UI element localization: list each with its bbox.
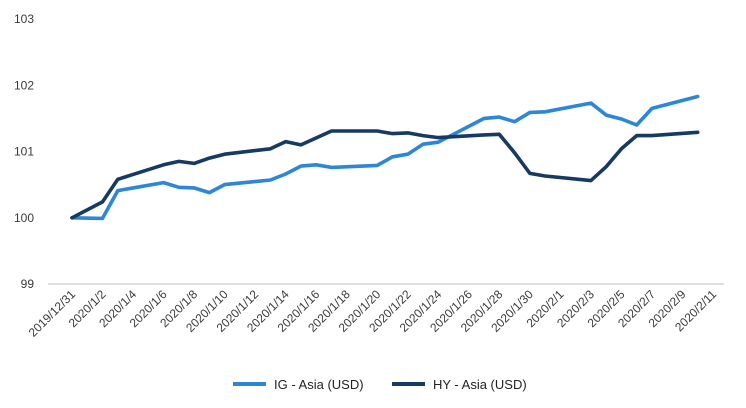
- y-tick-label: 100: [14, 211, 34, 225]
- legend-label: IG - Asia (USD): [274, 377, 364, 392]
- y-tick-label: 99: [21, 277, 35, 291]
- y-axis-ticks: 99 100 101 102 103: [14, 12, 34, 291]
- series-line-ig-asia: [70, 94, 700, 221]
- x-axis-ticks: 2019/12/312020/1/22020/1/42020/1/62020/1…: [26, 287, 720, 340]
- legend-label: HY - Asia (USD): [433, 377, 527, 392]
- x-tick-label: 2019/12/31: [26, 287, 79, 340]
- y-tick-label: 103: [14, 12, 34, 26]
- series-line-hy-asia: [70, 129, 700, 220]
- series-layer: [70, 94, 700, 221]
- y-tick-label: 102: [14, 78, 34, 92]
- legend: IG - Asia (USD) HY - Asia (USD): [233, 377, 527, 392]
- y-tick-label: 101: [14, 145, 34, 159]
